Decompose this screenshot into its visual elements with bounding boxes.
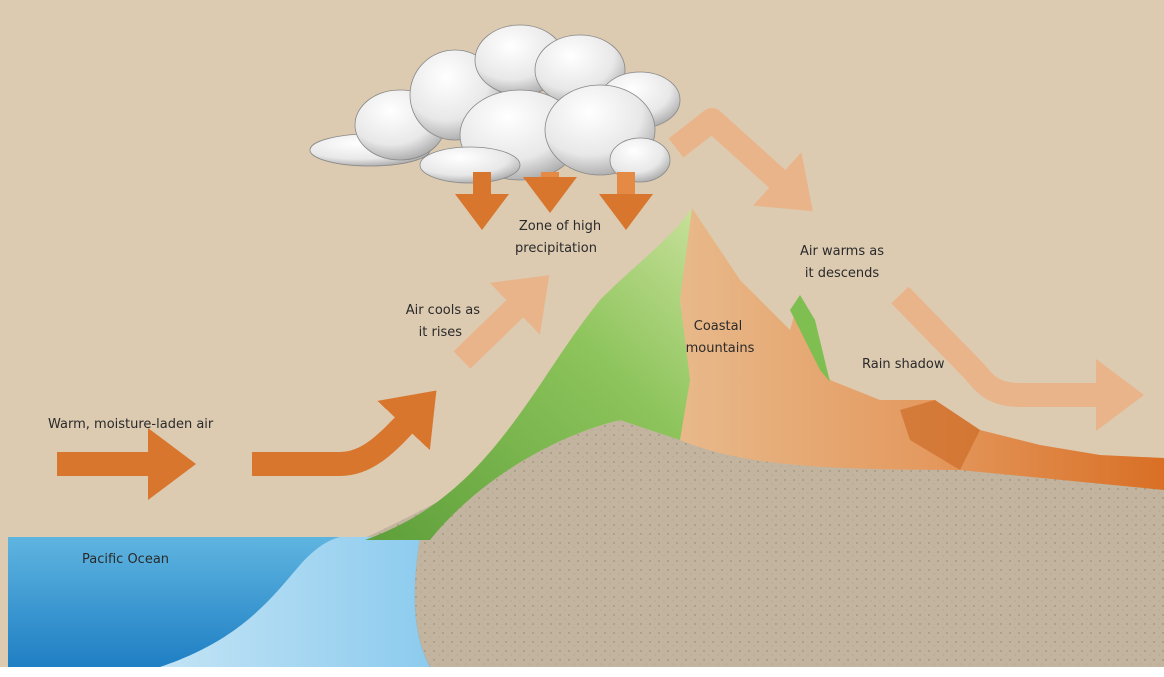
label: Pacific Ocean	[82, 552, 169, 567]
diagram: Warm, moisture-laden air Air cools as it…	[0, 0, 1164, 677]
label: Coastal	[694, 319, 742, 334]
label: Rain shadow	[862, 357, 945, 372]
label: Air cools as	[406, 303, 481, 318]
label: precipitation	[515, 241, 597, 256]
label: Air warms as	[800, 244, 884, 259]
label: Zone of high	[519, 219, 601, 234]
label: it descends	[805, 266, 880, 281]
label: Warm, moisture-laden air	[48, 417, 214, 432]
label: it rises	[419, 325, 463, 340]
label: mountains	[686, 341, 755, 356]
